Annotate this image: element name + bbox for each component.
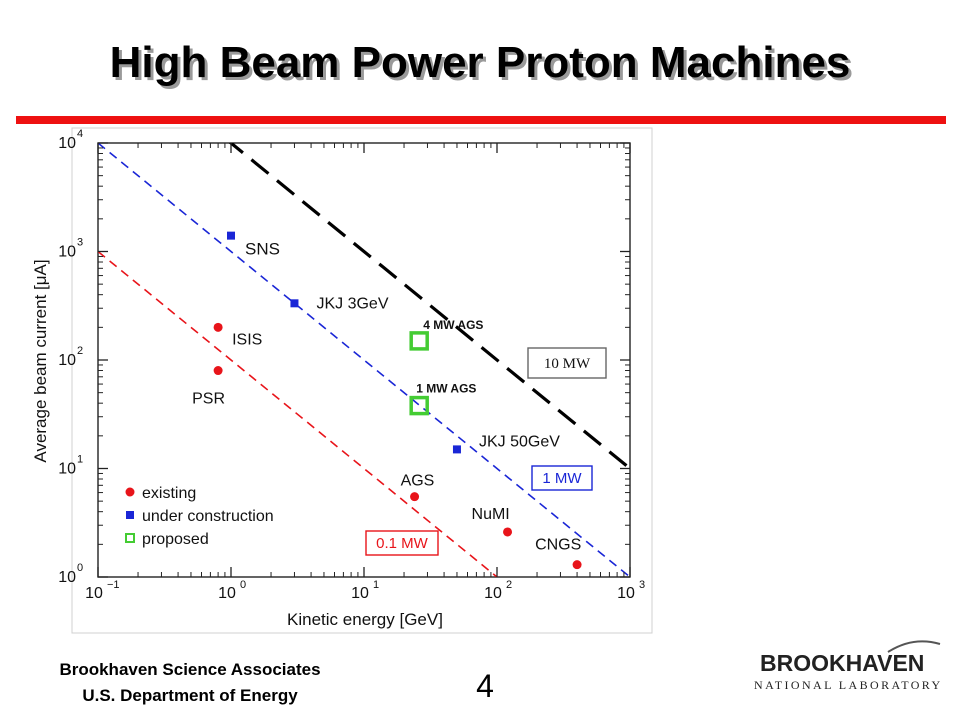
- power-label-box-2: [527, 347, 607, 379]
- legend-marker-0: [125, 487, 135, 497]
- x-tick-exp-1: 0: [240, 579, 246, 591]
- x-tick-label-3: 10: [484, 585, 502, 602]
- point-1-mw-ags: [409, 395, 429, 416]
- point-label-ags: AGS: [401, 473, 435, 490]
- point-label-sns: SNS: [245, 240, 280, 259]
- point-numi: [503, 527, 513, 537]
- chart-background: [71, 127, 653, 634]
- footer-department: U.S. Department of Energy: [82, 686, 298, 705]
- logo-wordmark: BROOKHAVEN: [760, 650, 925, 676]
- x-tick-exp-4: 3: [639, 579, 645, 591]
- point-jkj-3gev: [290, 299, 299, 308]
- logo-swoosh-icon: [887, 640, 941, 653]
- point-4-mw-ags: [409, 331, 429, 351]
- x-axis-label: Kinetic energy [GeV]: [287, 610, 443, 629]
- power-label-0: 0.1 MW: [376, 535, 429, 552]
- x-tick-label-1: 10: [218, 585, 236, 602]
- point-label-jkj-3gev: JKJ 3GeV: [316, 295, 388, 312]
- legend: existing under construction proposed: [125, 485, 274, 548]
- logo-subtitle: NATIONAL LABORATORY: [754, 678, 943, 692]
- plot-frame-group: [71, 127, 653, 634]
- x-tick-label-2: 10: [351, 585, 369, 602]
- point-labels-group: 0.1 MW 1 MW 10 MW SNS JKJ 3GeV JKJ 50GeV ISIS P…: [192, 240, 607, 556]
- y-tick-label-0: 10: [58, 569, 76, 586]
- power-label-2: 10 MW: [544, 356, 591, 372]
- power-label-1: 1 MW: [542, 470, 582, 487]
- power-line-2: [228, 143, 630, 470]
- y-tick-exp-1: 1: [77, 454, 83, 466]
- y-axis-label: Average beam current [μA]: [31, 259, 50, 462]
- power-lines-group: [98, 143, 630, 577]
- legend-label-1: under construction: [142, 508, 274, 525]
- point-label-isis: ISIS: [232, 331, 262, 348]
- legend-marker-2: [125, 533, 135, 543]
- x-tick-exp-3: 2: [506, 579, 512, 591]
- y-tick-exp-4: 4: [77, 128, 83, 140]
- title-divider: [16, 116, 946, 124]
- point-label-numi: NuMI: [472, 506, 510, 523]
- point-sns: [227, 231, 235, 240]
- point-label-4-mw-ags: 4 MW AGS: [423, 318, 483, 332]
- footer-organization: Brookhaven Science Associates: [59, 660, 321, 679]
- y-tick-label-1: 10: [58, 461, 76, 478]
- point-label-jkj-50gev: JKJ 50GeV: [479, 433, 560, 450]
- point-cngs: [572, 560, 582, 570]
- x-tick-label-0: 10: [85, 585, 103, 602]
- brookhaven-logo: BROOKHAVEN NATIONAL LABORATORY: [748, 638, 948, 710]
- y-tick-exp-2: 2: [77, 345, 83, 357]
- points-group: [213, 231, 582, 570]
- page-title: High Beam Power Proton Machines: [109, 38, 851, 87]
- y-tick-label-3: 10: [58, 244, 76, 261]
- point-psr: [213, 366, 223, 376]
- point-label-psr: PSR: [192, 391, 225, 408]
- point-jkj-50gev: [452, 445, 461, 454]
- legend-label-0: existing: [142, 485, 196, 502]
- y-tick-exp-0: 0: [77, 562, 83, 574]
- legend-label-2: proposed: [142, 531, 209, 548]
- x-tick-label-4: 10: [617, 585, 635, 602]
- point-label-1-mw-ags: 1 MW AGS: [416, 382, 476, 396]
- x-tick-exp-0: −1: [107, 579, 120, 591]
- power-label-box-1: [531, 465, 593, 491]
- point-label-cngs: CNGS: [535, 537, 581, 554]
- x-tick-exp-2: 1: [373, 579, 379, 591]
- y-tick-label-2: 10: [58, 352, 76, 369]
- y-tick-exp-3: 3: [77, 237, 83, 249]
- page-number: 4: [476, 668, 494, 704]
- legend-marker-1: [126, 511, 134, 519]
- chart-area: 10 −1 10 0 10 1 10 2 10 3 10 0 10 1 10 2 10 3 10 4 0.1 MW 1 …: [0, 124, 960, 644]
- power-label-box-0: [365, 530, 439, 556]
- point-isis: [213, 322, 223, 332]
- power-line-1: [98, 143, 630, 577]
- y-tick-label-4: 10: [58, 135, 76, 152]
- point-ags: [410, 492, 420, 502]
